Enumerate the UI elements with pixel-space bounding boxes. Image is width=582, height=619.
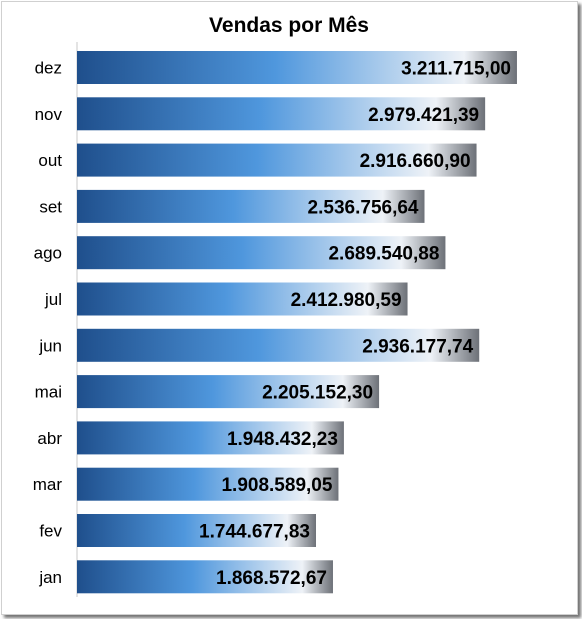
- category-label-set: set: [39, 197, 62, 216]
- data-label-jun: 2.936.177,74: [362, 336, 473, 357]
- bar-nov: [77, 97, 486, 131]
- data-label-jan: 1.868.572,67: [216, 568, 327, 589]
- category-label-mar: mar: [33, 475, 63, 494]
- bar-jan: [77, 560, 333, 594]
- bar-out: [77, 143, 477, 177]
- bar-mai: [77, 375, 380, 409]
- bar-abr: [77, 421, 344, 455]
- data-label-set: 2.536.756,64: [308, 197, 419, 218]
- category-label-jul: jul: [44, 290, 62, 309]
- category-label-jun: jun: [38, 336, 62, 355]
- category-label-jan: jan: [38, 568, 62, 587]
- category-label-dez: dez: [35, 59, 62, 78]
- data-label-ago: 2.689.540,88: [328, 244, 439, 265]
- category-label-out: out: [38, 151, 62, 170]
- data-label-mar: 1.908.589,05: [221, 475, 332, 496]
- bar-ago: [77, 236, 446, 270]
- data-label-dez: 3.211.715,00: [401, 59, 511, 80]
- bar-set: [77, 189, 425, 223]
- bar-jul: [77, 282, 408, 316]
- data-label-nov: 2.979.421,39: [368, 105, 479, 126]
- data-label-out: 2.916.660,90: [360, 151, 471, 172]
- category-label-abr: abr: [37, 429, 62, 448]
- chart-title: Vendas por Mês: [209, 14, 369, 37]
- category-label-ago: ago: [34, 244, 62, 263]
- category-label-fev: fev: [39, 522, 62, 541]
- bar-jun: [77, 328, 480, 362]
- data-label-jul: 2.412.980,59: [291, 290, 402, 311]
- data-label-mai: 2.205.152,30: [262, 383, 373, 404]
- data-label-abr: 1.948.432,23: [227, 429, 338, 450]
- bar-fev: [77, 514, 316, 547]
- data-label-fev: 1.744.677,83: [199, 522, 310, 543]
- category-label-mai: mai: [35, 383, 62, 402]
- bar-dez: [77, 51, 517, 84]
- bar-mar: [77, 467, 339, 501]
- category-label-nov: nov: [35, 105, 63, 124]
